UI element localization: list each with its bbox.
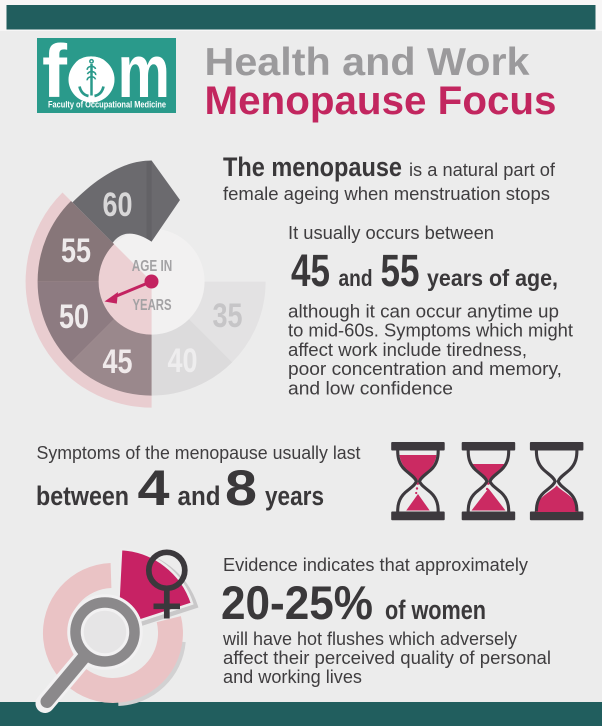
svg-text:to mid-60s. Symptoms which mig: to mid-60s. Symptoms which might — [288, 320, 573, 341]
svg-text:poor concentration and memory,: poor concentration and memory, — [288, 358, 562, 379]
svg-text:45: 45 — [103, 343, 133, 381]
svg-text:Health and Work: Health and Work — [205, 41, 531, 84]
svg-text:Menopause Focus: Menopause Focus — [205, 79, 557, 123]
svg-text:Faculty of Occupational Medici: Faculty of Occupational Medicine — [48, 100, 166, 110]
svg-text:YEARS: YEARS — [133, 297, 172, 314]
svg-text:35: 35 — [213, 297, 243, 335]
svg-text:Symptoms of the menopause usua: Symptoms of the menopause usually last — [37, 442, 361, 463]
svg-text:female ageing when menstruatio: female ageing when menstruation stops — [223, 183, 550, 204]
svg-text:4: 4 — [138, 460, 170, 516]
svg-text:The menopause: The menopause — [223, 152, 402, 182]
svg-text:20-25%: 20-25% — [221, 576, 373, 629]
svg-text:will have hot flushes which ad: will have hot flushes which adversely — [222, 628, 518, 649]
svg-text:years of age,: years of age, — [427, 265, 558, 291]
svg-text:Evidence indicates that approx: Evidence indicates that approximately — [223, 554, 529, 575]
svg-text:affect their perceived quality: affect their perceived quality of person… — [223, 647, 551, 668]
svg-text:40: 40 — [168, 342, 198, 380]
svg-text:55: 55 — [381, 245, 420, 296]
svg-text:50: 50 — [59, 298, 89, 336]
svg-text:although it can occur anytime: although it can occur anytime up — [288, 300, 559, 321]
svg-text:It usually occurs between: It usually occurs between — [288, 222, 494, 243]
svg-text:8: 8 — [225, 460, 257, 516]
svg-text:45: 45 — [291, 245, 330, 296]
svg-text:55: 55 — [61, 232, 91, 270]
svg-text:is a natural part of: is a natural part of — [409, 159, 556, 180]
svg-text:years: years — [265, 481, 324, 511]
svg-text:and working lives: and working lives — [223, 666, 362, 687]
svg-text:and low confidence: and low confidence — [288, 378, 453, 399]
svg-text:and: and — [178, 481, 221, 511]
svg-text:of women: of women — [385, 595, 486, 625]
svg-text:m: m — [118, 29, 171, 113]
svg-text:f: f — [42, 29, 68, 113]
svg-text:and: and — [339, 265, 373, 291]
svg-text:affect work include tiredness,: affect work include tiredness, — [288, 339, 527, 360]
svg-text:60: 60 — [103, 186, 133, 224]
svg-text:between: between — [36, 481, 129, 511]
svg-text:AGE IN: AGE IN — [132, 258, 173, 275]
